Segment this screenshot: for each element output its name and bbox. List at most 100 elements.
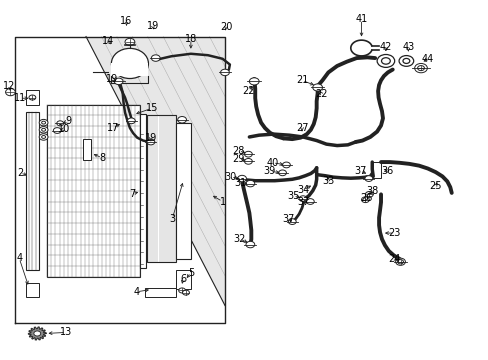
Text: 11: 11 (14, 93, 26, 103)
Circle shape (41, 121, 45, 124)
Bar (176, 123, 190, 259)
Circle shape (244, 158, 252, 164)
Text: 43: 43 (402, 42, 414, 52)
Circle shape (114, 78, 123, 85)
Text: 2: 2 (17, 168, 23, 178)
Text: 23: 23 (387, 228, 400, 238)
Bar (111, 63, 148, 76)
Circle shape (306, 199, 314, 204)
Text: 4: 4 (133, 287, 139, 297)
Circle shape (395, 258, 405, 265)
Circle shape (147, 139, 155, 145)
Bar (147, 116, 176, 262)
Bar (371, 162, 380, 178)
Circle shape (364, 176, 372, 181)
Circle shape (39, 127, 48, 133)
Text: 21: 21 (295, 75, 307, 85)
Ellipse shape (111, 48, 148, 78)
Circle shape (397, 260, 403, 264)
Text: 13: 13 (60, 327, 72, 337)
Circle shape (417, 66, 424, 71)
Text: 4: 4 (16, 253, 22, 263)
Circle shape (414, 63, 427, 73)
Text: 38: 38 (366, 186, 378, 197)
Bar (26, 112, 39, 270)
Text: 30: 30 (224, 172, 237, 182)
Text: 6: 6 (180, 274, 186, 284)
Circle shape (151, 55, 160, 61)
Text: 20: 20 (219, 22, 232, 32)
Text: 44: 44 (421, 54, 433, 64)
Text: 7: 7 (129, 189, 135, 199)
Text: 41: 41 (355, 14, 367, 24)
Text: 9: 9 (65, 116, 71, 126)
Circle shape (182, 290, 189, 295)
Circle shape (402, 58, 409, 63)
Polygon shape (28, 327, 46, 340)
Bar (26, 90, 39, 105)
Text: 42: 42 (379, 42, 391, 52)
Circle shape (278, 170, 286, 176)
Circle shape (220, 69, 229, 76)
Circle shape (125, 39, 135, 45)
Circle shape (34, 331, 41, 336)
Circle shape (312, 84, 322, 91)
Text: 12: 12 (3, 81, 16, 91)
Bar (82, 139, 91, 160)
Text: 35: 35 (286, 191, 299, 201)
Circle shape (245, 241, 254, 248)
Circle shape (29, 95, 36, 100)
Circle shape (245, 180, 254, 187)
Polygon shape (86, 37, 224, 306)
Circle shape (127, 118, 135, 124)
Text: 37: 37 (282, 214, 294, 224)
Text: 28: 28 (232, 145, 244, 156)
Text: 32: 32 (233, 234, 245, 244)
Text: 31: 31 (234, 178, 246, 188)
Circle shape (5, 89, 15, 96)
Bar (176, 270, 190, 289)
Text: 18: 18 (184, 35, 197, 44)
Text: 1: 1 (219, 197, 225, 207)
Text: 14: 14 (102, 36, 114, 46)
Circle shape (39, 134, 48, 140)
Text: 22: 22 (242, 86, 254, 96)
Text: 29: 29 (232, 154, 244, 164)
Bar (26, 283, 39, 297)
Circle shape (282, 162, 290, 168)
Circle shape (237, 175, 246, 182)
Text: 5: 5 (187, 267, 194, 278)
Text: 27: 27 (295, 123, 307, 132)
Circle shape (288, 219, 296, 225)
Text: 33: 33 (322, 176, 334, 186)
Circle shape (57, 121, 63, 126)
Bar (140, 114, 145, 268)
Text: 26: 26 (360, 193, 372, 203)
Text: 25: 25 (428, 181, 441, 191)
Text: 39: 39 (263, 166, 275, 176)
Text: 19: 19 (105, 74, 118, 84)
Circle shape (41, 135, 45, 138)
Text: 8: 8 (99, 153, 105, 163)
Circle shape (381, 58, 389, 64)
Circle shape (365, 192, 372, 197)
Circle shape (244, 151, 252, 157)
Text: 17: 17 (106, 123, 119, 133)
Circle shape (299, 196, 306, 202)
Text: 10: 10 (58, 124, 70, 134)
Text: 16: 16 (120, 17, 132, 27)
Circle shape (53, 128, 61, 134)
Text: 34: 34 (296, 185, 308, 195)
Circle shape (376, 54, 394, 67)
Circle shape (361, 197, 368, 203)
Text: 3: 3 (169, 214, 175, 224)
Text: 37: 37 (296, 197, 308, 207)
Text: 22: 22 (315, 89, 327, 99)
Text: 40: 40 (266, 158, 278, 168)
Text: 15: 15 (145, 103, 158, 113)
Bar (47, 105, 140, 277)
Bar (144, 288, 176, 297)
Text: 37: 37 (354, 166, 366, 176)
Circle shape (177, 117, 186, 123)
Circle shape (398, 55, 413, 66)
